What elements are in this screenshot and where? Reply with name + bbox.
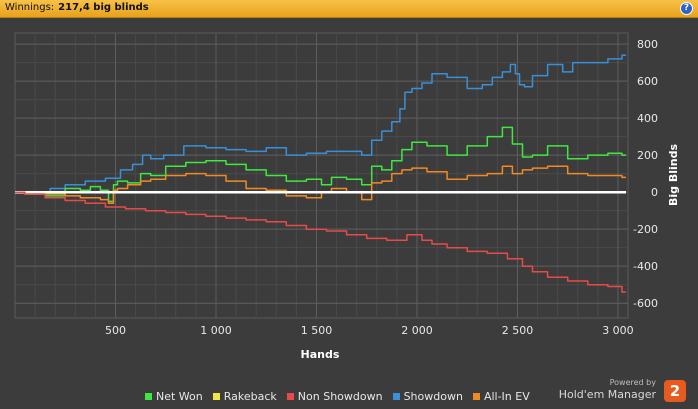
y-tick-label: -600 xyxy=(633,297,658,310)
hm2-logo-icon: 2 xyxy=(664,380,686,402)
legend-item-rakeback[interactable]: Rakeback xyxy=(212,390,277,403)
series-line-net_won xyxy=(15,126,626,203)
legend-item-all_in_ev[interactable]: All-In EV xyxy=(472,390,530,403)
legend-label: All-In EV xyxy=(483,390,530,403)
x-tick-label: 2 500 xyxy=(502,324,534,337)
y-tick-label: 0 xyxy=(651,186,658,199)
legend-item-net_won[interactable]: Net Won xyxy=(145,390,203,403)
series-line-non_showdown xyxy=(15,191,626,293)
x-axis-label: Hands xyxy=(301,348,340,361)
y-tick-label: -200 xyxy=(633,223,658,236)
legend: Net Won Rakeback Non Showdown Showdown All-I… xyxy=(145,390,540,404)
x-tick-label: 1 000 xyxy=(200,324,232,337)
x-tick-label: 500 xyxy=(105,324,126,337)
y-axis-label: Big Blinds xyxy=(667,144,680,206)
x-tick-label: 3 000 xyxy=(602,324,634,337)
powered-by-text: Powered by xyxy=(609,378,656,387)
product-name: Hold'em Manager xyxy=(558,388,656,401)
series-line-showdown xyxy=(15,54,626,195)
legend-label: Non Showdown xyxy=(297,390,383,403)
winnings-label: Winnings: xyxy=(5,2,55,13)
legend-label: Rakeback xyxy=(223,390,277,403)
legend-item-non_showdown[interactable]: Non Showdown xyxy=(286,390,383,403)
y-tick-label: 600 xyxy=(637,75,658,88)
y-axis-ticks: -600 -400 -200 0 200 400 600 800 xyxy=(633,38,658,310)
legend-swatch xyxy=(392,393,400,400)
legend-label: Net Won xyxy=(156,390,203,403)
legend-item-showdown[interactable]: Showdown xyxy=(392,390,463,403)
legend-swatch xyxy=(286,393,294,400)
help-icon[interactable]: ? xyxy=(680,2,693,15)
y-tick-label: -400 xyxy=(633,260,658,273)
legend-swatch xyxy=(145,393,152,400)
winnings-value: 217,4 big blinds xyxy=(58,2,149,13)
y-tick-label: 800 xyxy=(637,38,658,51)
y-tick-label: 400 xyxy=(637,112,658,125)
plot-area xyxy=(14,32,629,319)
legend-label: Showdown xyxy=(403,390,463,403)
series-lines xyxy=(15,54,626,293)
title-bar: Winnings: 217,4 big blinds ? xyxy=(0,0,698,18)
legend-swatch xyxy=(212,393,220,400)
x-tick-label: 1 500 xyxy=(301,324,333,337)
legend-swatch xyxy=(472,393,480,400)
y-tick-label: 200 xyxy=(637,149,658,162)
branding: Powered by Hold'em Manager 2 xyxy=(558,378,690,406)
x-axis-ticks: 500 1 000 1 500 2 000 2 500 3 000 xyxy=(105,324,634,337)
x-tick-label: 2 000 xyxy=(401,324,433,337)
winnings-summary: Winnings: 217,4 big blinds xyxy=(5,2,149,13)
